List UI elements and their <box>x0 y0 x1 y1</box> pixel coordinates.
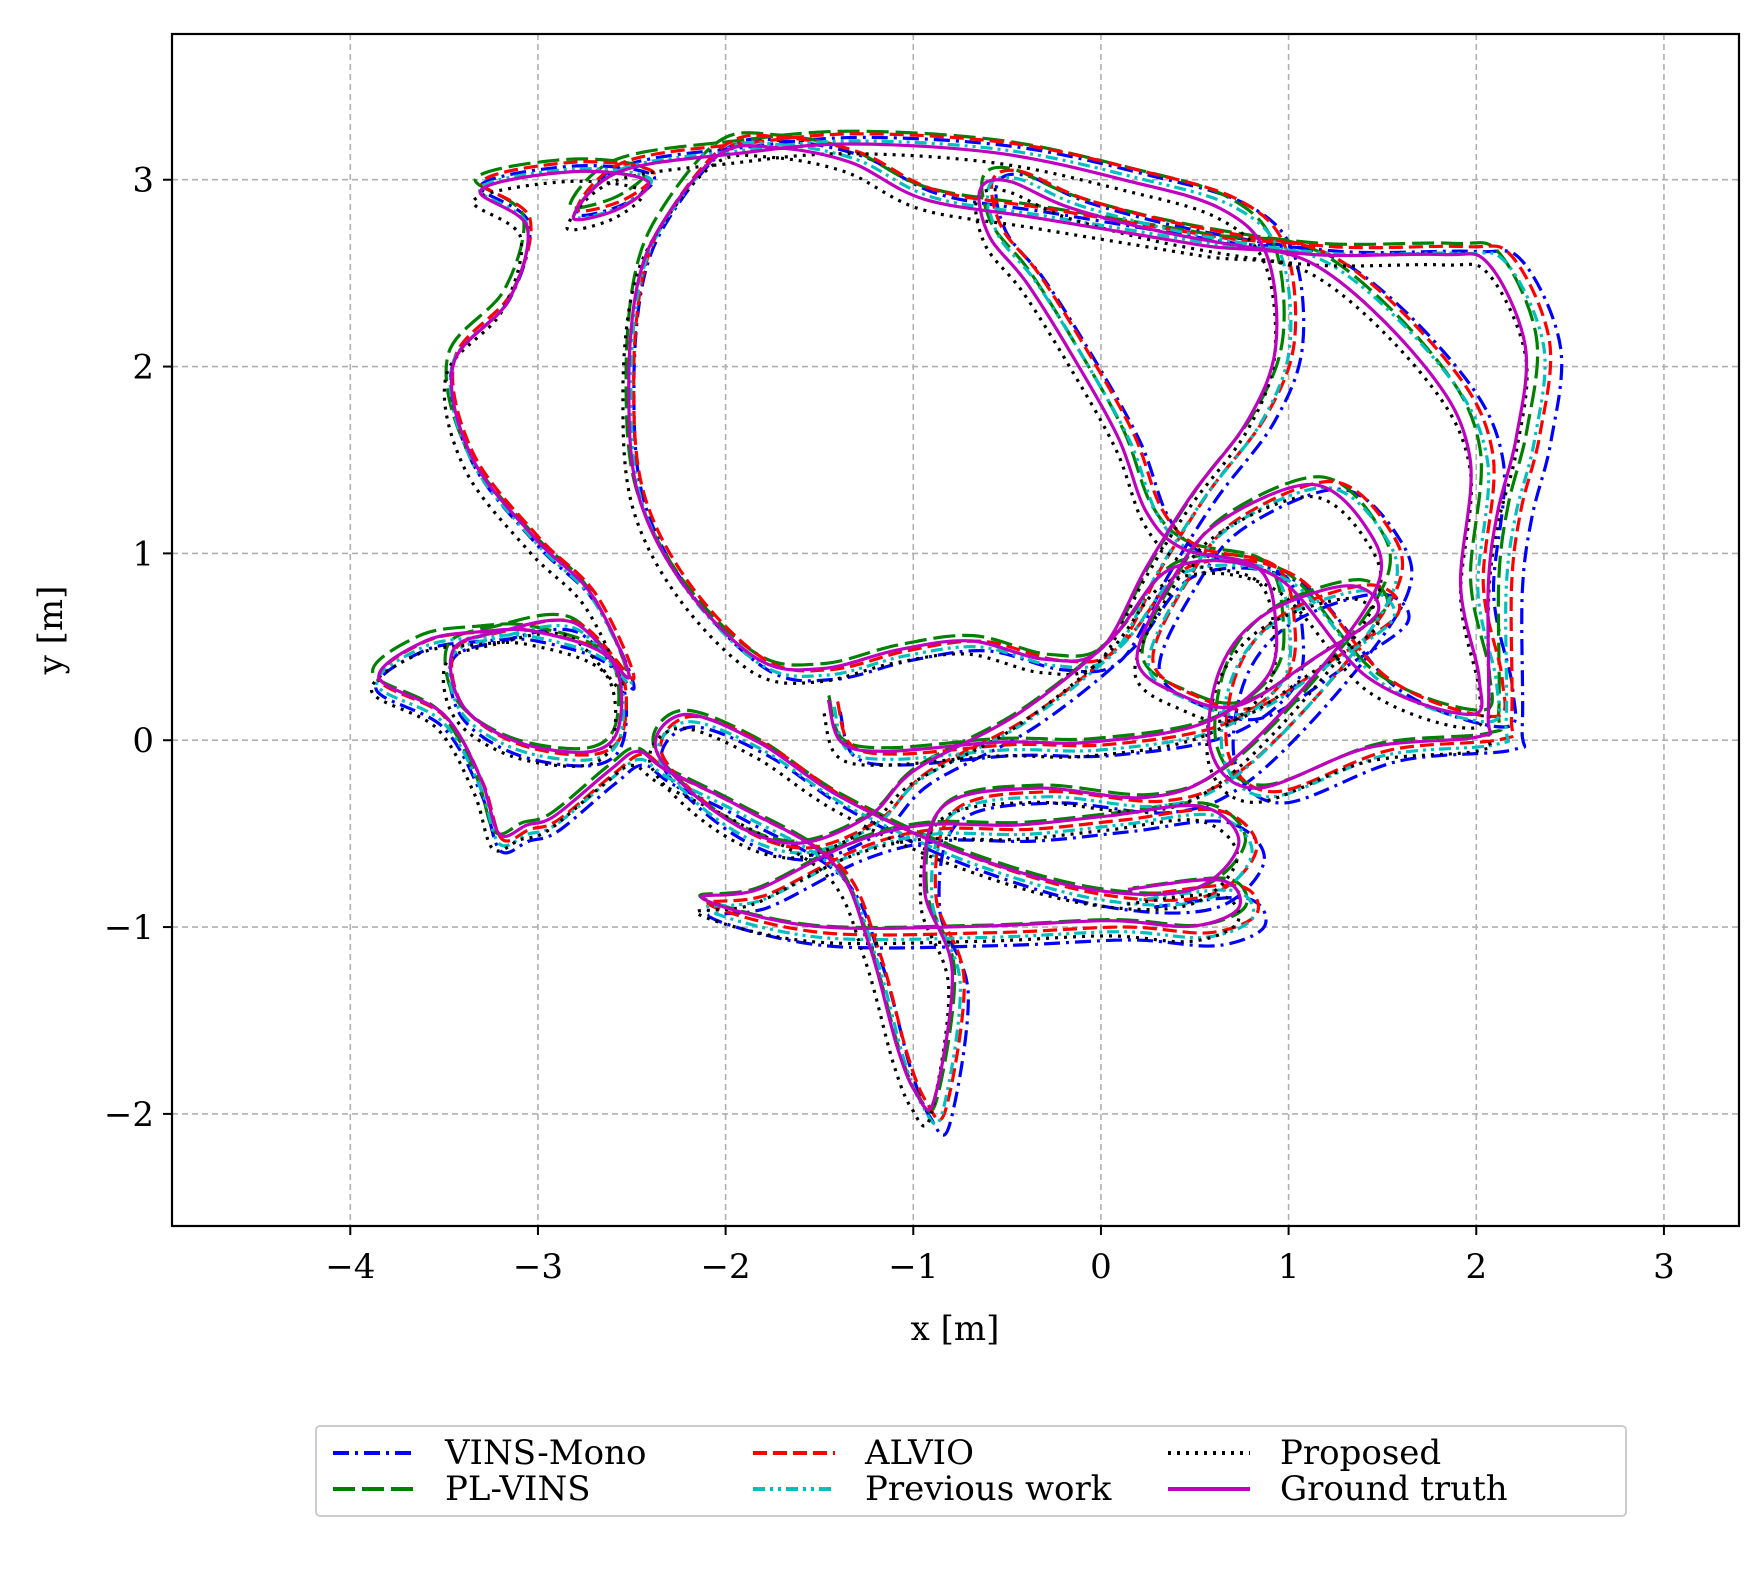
legend-label-alvio: ALVIO <box>865 1433 974 1473</box>
legend-item-proposed: Proposed <box>1168 1433 1578 1473</box>
x-tick-label: 0 <box>1090 1247 1112 1287</box>
legend-label-pl-vins: PL-VINS <box>445 1469 591 1509</box>
series-line-pl-vins <box>371 129 1540 1113</box>
legend-item-vins-mono: VINS-Mono <box>333 1433 753 1473</box>
legend-swatch-ground-truth <box>1168 1487 1250 1491</box>
plot-frame <box>170 32 1741 1228</box>
legend: VINS-Mono ALVIO Proposed PL-VINS Previou… <box>315 1425 1627 1517</box>
y-axis-ticks: −2 −1 0 1 2 3 <box>104 161 172 1135</box>
x-tick-label: 1 <box>1278 1247 1300 1287</box>
series-lines <box>369 129 1564 1137</box>
y-tick-label: 2 <box>132 348 154 388</box>
y-tick-label: −2 <box>104 1095 154 1135</box>
x-tick-label: 3 <box>1653 1247 1675 1287</box>
x-tick-label: −4 <box>325 1247 375 1287</box>
y-tick-label: −1 <box>104 908 154 948</box>
legend-item-ground-truth: Ground truth <box>1168 1469 1578 1509</box>
legend-label-vins-mono: VINS-Mono <box>445 1433 647 1473</box>
x-tick-label: −1 <box>888 1247 938 1287</box>
legend-item-pl-vins: PL-VINS <box>333 1469 753 1509</box>
x-tick-label: −2 <box>701 1247 751 1287</box>
legend-label-proposed: Proposed <box>1280 1433 1442 1473</box>
x-axis-ticks: −4 −3 −2 −1 0 1 2 3 <box>325 1226 1675 1287</box>
series-line-ground-truth <box>377 142 1529 1111</box>
y-tick-label: 3 <box>132 161 154 201</box>
x-axis-label: x [m] <box>911 1309 1000 1349</box>
y-tick-label: 0 <box>132 721 154 761</box>
legend-swatch-pl-vins <box>333 1487 415 1491</box>
series-line-alvio <box>377 132 1553 1122</box>
legend-item-alvio: ALVIO <box>753 1433 1168 1473</box>
legend-swatch-alvio <box>753 1451 835 1455</box>
series-line-vins-mono <box>374 135 1564 1137</box>
series-line-proposed <box>369 152 1529 1128</box>
grid-lines <box>172 34 1739 1226</box>
legend-swatch-previous-work <box>753 1487 835 1491</box>
legend-swatch-proposed <box>1168 1451 1250 1455</box>
legend-label-previous-work: Previous work <box>865 1469 1112 1509</box>
legend-label-ground-truth: Ground truth <box>1280 1469 1508 1509</box>
legend-item-previous-work: Previous work <box>753 1469 1168 1509</box>
legend-swatch-vins-mono <box>333 1451 415 1455</box>
x-tick-label: −3 <box>513 1247 563 1287</box>
y-tick-label: 1 <box>132 534 154 574</box>
x-tick-label: 2 <box>1465 1247 1487 1287</box>
y-axis-label: y [m] <box>31 586 71 676</box>
